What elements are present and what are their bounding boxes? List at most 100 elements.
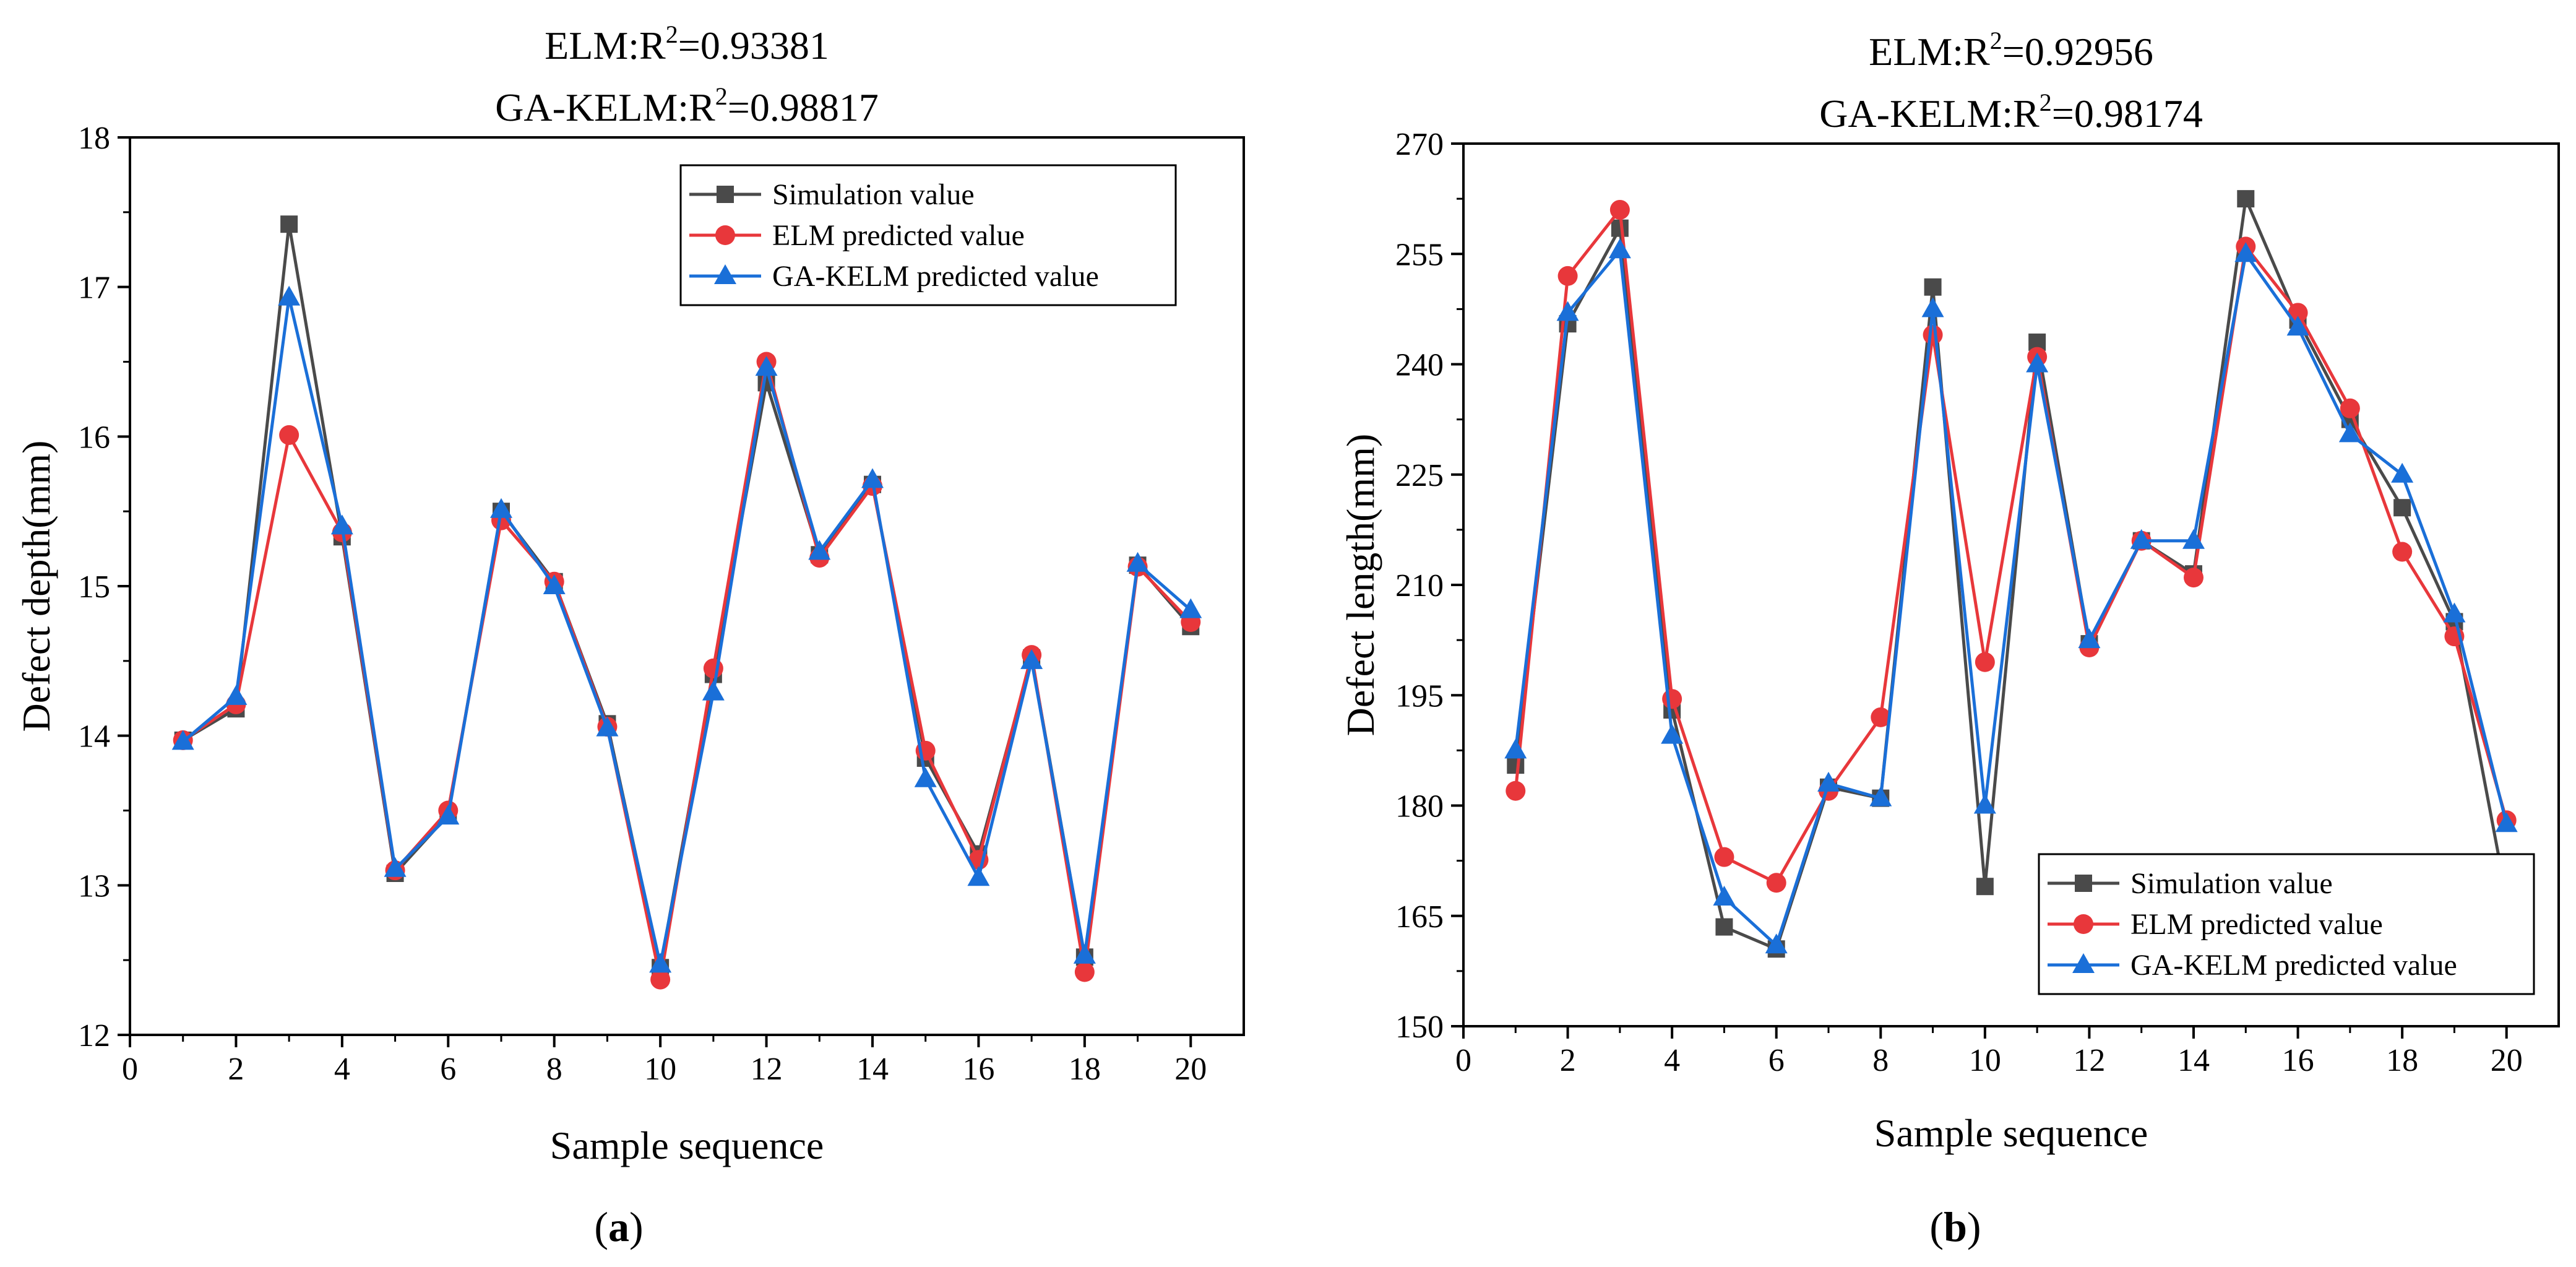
data-point-series-1	[1662, 689, 1682, 709]
data-point-series-1	[279, 425, 299, 445]
data-point-series-0	[1507, 756, 1525, 774]
x-tick-label: 16	[962, 1052, 994, 1087]
series-line-2	[1514, 248, 2509, 947]
data-point-series-2	[861, 468, 884, 488]
data-point-series-0	[280, 215, 298, 233]
x-tick-label: 18	[1069, 1052, 1101, 1087]
y-tick-label: 225	[1395, 458, 1444, 493]
panel-paren-open: (	[1929, 1203, 1944, 1250]
data-point-series-1	[1714, 847, 1734, 867]
title-elm-prefix: ELM:R	[1869, 30, 1990, 74]
data-point-series-1	[2392, 542, 2413, 562]
series-line-2	[182, 296, 1192, 966]
y-tick-label: 270	[1395, 127, 1444, 162]
panel-paren-open: (	[594, 1203, 608, 1250]
y-tick-label: 15	[78, 569, 110, 605]
data-point-series-0	[1924, 278, 1942, 296]
legend-marker-1	[2074, 914, 2093, 934]
data-point-series-2	[225, 685, 248, 705]
data-point-series-2	[1073, 943, 1096, 964]
x-tick-label: 10	[644, 1052, 676, 1087]
data-point-series-2	[2338, 422, 2361, 443]
series-line-1	[182, 360, 1192, 982]
x-tick-label: 0	[122, 1052, 138, 1087]
legend-box	[2038, 853, 2535, 995]
data-point-series-2	[1869, 786, 1892, 806]
panel-label: (b)	[1929, 1203, 1981, 1250]
data-point-series-2	[384, 857, 407, 877]
y-tick-label: 16	[78, 420, 110, 455]
data-point-series-2	[437, 805, 460, 825]
data-point-series-1	[1871, 707, 1891, 727]
panel-paren-close: )	[1967, 1203, 1981, 1250]
data-point-series-2	[2495, 812, 2518, 832]
y-tick-label: 210	[1395, 568, 1444, 603]
x-tick-label: 6	[1768, 1043, 1785, 1078]
data-point-series-2	[490, 498, 512, 518]
data-point-series-2	[2234, 242, 2257, 262]
x-tick-label: 4	[1664, 1043, 1680, 1078]
data-point-series-2	[2443, 602, 2466, 623]
y-tick-label: 14	[78, 719, 110, 755]
legend-marker-2	[714, 264, 736, 284]
y-tick-label: 150	[1395, 1010, 1444, 1045]
series-line-1	[1514, 208, 2509, 884]
data-point-series-2	[1608, 238, 1631, 259]
data-point-series-1	[1609, 199, 1630, 220]
x-tick-label: 16	[2282, 1043, 2314, 1078]
x-axis-label: Sample sequence	[550, 1123, 824, 1167]
legend: Simulation value ELM predicted value GA-KE…	[2038, 853, 2535, 995]
data-point-series-2	[1556, 301, 1579, 321]
y-tick-label: 195	[1395, 678, 1444, 714]
x-tick-label: 18	[2386, 1043, 2418, 1078]
data-point-series-1	[1557, 266, 1578, 286]
y-tick-label: 18	[78, 121, 110, 156]
data-point-series-2	[596, 716, 619, 737]
title-elm-value: =0.93381	[678, 24, 829, 67]
data-point-series-2	[2130, 529, 2153, 549]
data-point-series-2	[278, 285, 301, 306]
x-axis-label: Sample sequence	[1874, 1111, 2148, 1155]
x-tick-label: 0	[1455, 1043, 1471, 1078]
y-axis-label: Defect depth(mm)	[14, 441, 58, 732]
data-point-series-2	[1504, 738, 1527, 759]
data-point-series-1	[1923, 324, 1943, 345]
data-point-series-2	[702, 680, 725, 701]
legend: Simulation value ELM predicted value GA-KE…	[679, 164, 1177, 306]
series-line-0	[182, 222, 1192, 969]
chart-title-elm: ELM:R2=0.93381	[545, 20, 829, 67]
data-point-series-2	[2391, 462, 2414, 483]
y-tick-label: 12	[78, 1018, 110, 1053]
legend-marker-1	[715, 225, 735, 245]
data-point-series-2	[1020, 649, 1043, 669]
title-gakelm-superscript: 2	[715, 82, 728, 110]
legend-label-1: ELM predicted value	[2130, 908, 2383, 941]
data-point-series-2	[543, 574, 566, 594]
legend-marker-2	[2072, 953, 2095, 973]
panel-label: (a)	[594, 1203, 643, 1250]
panel-letter: b	[1944, 1203, 1967, 1250]
legend-marker-0	[717, 186, 734, 203]
title-elm-superscript: 2	[1990, 27, 2002, 54]
title-gakelm-value: =0.98817	[728, 85, 879, 129]
chart-title-gakelm: GA-KELM:R2=0.98174	[1819, 89, 2203, 136]
data-point-series-1	[1766, 873, 1786, 893]
y-tick-label: 13	[78, 868, 110, 904]
data-point-series-2	[967, 866, 990, 886]
legend-label-0: Simulation value	[772, 178, 975, 211]
legend-marker-0	[2075, 875, 2092, 892]
legend-label-1: ELM predicted value	[772, 219, 1025, 252]
y-tick-label: 180	[1395, 789, 1444, 824]
data-point-series-2	[2026, 352, 2049, 373]
x-tick-label: 14	[856, 1052, 889, 1087]
y-tick-label: 240	[1395, 348, 1444, 383]
data-point-series-1	[650, 969, 671, 990]
chart-title-elm: ELM:R2=0.92956	[1869, 27, 2153, 74]
x-tick-label: 12	[751, 1052, 783, 1087]
data-point-series-2	[2182, 529, 2205, 549]
data-point-series-2	[1921, 297, 1944, 318]
data-point-series-1	[2340, 398, 2360, 418]
x-tick-label: 6	[440, 1052, 456, 1087]
x-tick-label: 12	[2073, 1043, 2105, 1078]
